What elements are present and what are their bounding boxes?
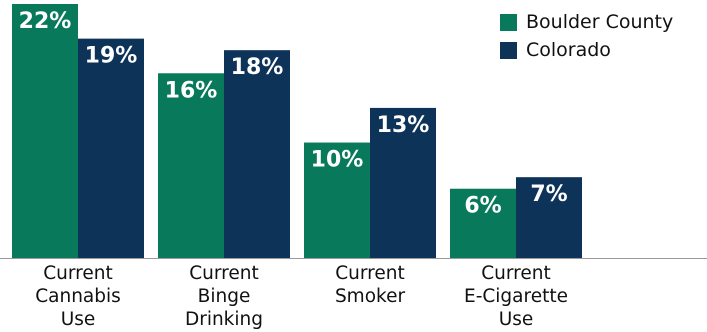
data-label-colorado-1: 19%	[85, 44, 138, 69]
legend-swatch-colorado	[500, 41, 517, 59]
data-label-colorado-3: 13%	[377, 113, 430, 138]
legend: Boulder County Colorado	[500, 8, 673, 64]
bar-colorado-1	[78, 38, 144, 258]
bar-boulder-county-4	[450, 188, 516, 258]
bar-boulder-county-2	[158, 73, 224, 258]
legend-swatch-boulder-county	[500, 13, 517, 31]
data-label-boulder-county-3: 10%	[311, 148, 364, 173]
data-label-boulder-county-4: 6%	[464, 194, 501, 219]
bar-colorado-3	[370, 107, 436, 258]
category-label-3: Current Smoker	[335, 263, 406, 307]
legend-item-boulder-county: Boulder County	[500, 8, 673, 36]
legend-label-boulder-county: Boulder County	[526, 11, 674, 33]
legend-label-colorado: Colorado	[526, 39, 611, 61]
category-label-1: Current Cannabis Use	[35, 263, 121, 330]
bar-boulder-county-3	[304, 142, 370, 258]
category-label-2: Current Binge Drinking	[185, 263, 263, 330]
data-label-boulder-county-1: 22%	[19, 9, 72, 34]
category-label-4: Current E-Cigarette Use	[464, 263, 568, 330]
bar-colorado-4	[516, 177, 582, 258]
legend-item-colorado: Colorado	[500, 36, 673, 64]
data-label-boulder-county-2: 16%	[165, 78, 218, 103]
bar-colorado-2	[224, 50, 290, 258]
data-label-colorado-4: 7%	[530, 182, 567, 207]
bar-boulder-county-1	[12, 4, 78, 258]
data-label-colorado-2: 18%	[231, 55, 284, 80]
